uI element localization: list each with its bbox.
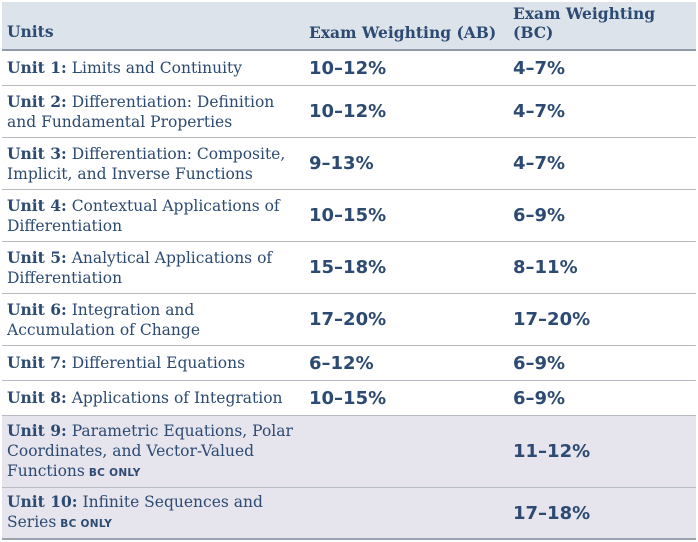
unit-cell: Unit 10: Infinite Sequences and Series BC… — [2, 492, 302, 534]
units-column-header: Units — [7, 22, 54, 41]
unit-cell: Unit 1: Limits and Continuity — [2, 58, 302, 78]
ab-weighting-cell: 10–15% — [309, 205, 387, 226]
unit-number: Unit 2: — [7, 91, 67, 111]
unit-title: Contextual Applications of Differentiati… — [7, 196, 280, 235]
bc-only-tag: BC ONLY — [60, 518, 113, 530]
table-row: Unit 5: Analytical Applications of Diffe… — [2, 242, 696, 294]
ab-weighting-cell: 10–15% — [309, 387, 387, 409]
unit-title: Analytical Applications of Differentiati… — [7, 248, 273, 287]
table-row: Unit 9: Parametric Equations, Polar Coor… — [2, 416, 696, 488]
unit-cell: Unit 4: Contextual Applications of Diffe… — [2, 196, 302, 236]
unit-cell: Unit 5: Analytical Applications of Diffe… — [2, 248, 302, 288]
unit-cell: Unit 8: Applications of Integration — [2, 388, 302, 408]
unit-title: Infinite Sequences and Series — [7, 493, 263, 531]
table-row: Unit 1: Limits and Continuity 10–12% 4–7… — [2, 51, 696, 86]
unit-title: Limits and Continuity — [71, 59, 243, 77]
ab-weighting-cell: 10–12% — [309, 101, 387, 122]
bc-weighting-cell: 4–7% — [513, 101, 566, 122]
unit-title: Differentiation: Composite, Implicit, an… — [7, 144, 286, 183]
table-row: Unit 4: Contextual Applications of Diffe… — [2, 190, 696, 242]
table-row: Unit 8: Applications of Integration 10–1… — [2, 381, 696, 416]
unit-number: Unit 9: — [7, 420, 67, 440]
ab-weighting-cell: 10–12% — [309, 57, 387, 79]
bc-weighting-cell: 8–11% — [513, 257, 578, 278]
unit-number: Unit 10: — [7, 492, 78, 511]
ab-weighting-column-header: Exam Weighting (AB) — [309, 23, 497, 42]
unit-number: Unit 1: — [7, 58, 67, 77]
table-row: Unit 2: Differentiation: Definition and … — [2, 86, 696, 138]
unit-cell: Unit 9: Parametric Equations, Polar Coor… — [2, 421, 302, 483]
unit-title: Differentiation: Definition and Fundamen… — [7, 92, 275, 131]
ab-weighting-cell: 6–12% — [309, 352, 374, 374]
unit-number: Unit 7: — [7, 353, 67, 372]
ab-weighting-cell: 9–13% — [309, 153, 374, 174]
ab-weighting-cell: 17–20% — [309, 309, 387, 330]
bc-only-tag: BC ONLY — [88, 466, 141, 479]
unit-number: Unit 4: — [7, 195, 67, 215]
unit-number: Unit 3: — [7, 143, 67, 163]
unit-number: Unit 8: — [7, 388, 67, 407]
bc-weighting-cell: 6–9% — [513, 205, 566, 226]
unit-title: Parametric Equations, Polar Coordinates,… — [7, 421, 293, 480]
unit-cell: Unit 2: Differentiation: Definition and … — [2, 92, 302, 132]
unit-cell: Unit 7: Differential Equations — [2, 353, 302, 373]
unit-number: Unit 5: — [7, 247, 67, 267]
table-row: Unit 6: Integration and Accumulation of … — [2, 294, 696, 346]
bc-weighting-cell: 4–7% — [513, 57, 566, 79]
table-row: Unit 7: Differential Equations 6–12% 6–9… — [2, 346, 696, 381]
bc-weighting-cell: 4–7% — [513, 153, 566, 174]
unit-cell: Unit 3: Differentiation: Composite, Impl… — [2, 144, 302, 184]
bc-weighting-column-header: Exam Weighting (BC) — [513, 4, 656, 42]
bc-weighting-cell: 6–9% — [513, 352, 566, 374]
unit-title: Integration and Accumulation of Change — [7, 300, 201, 339]
unit-cell: Unit 6: Integration and Accumulation of … — [2, 300, 302, 340]
ab-weighting-cell: 15–18% — [309, 257, 387, 278]
table-row: Unit 10: Infinite Sequences and Series BC… — [2, 488, 696, 540]
table-header-row: Units Exam Weighting (AB) Exam Weighting… — [2, 2, 696, 51]
bc-weighting-cell: 17–20% — [513, 309, 591, 330]
unit-title: Differential Equations — [71, 354, 246, 372]
bc-weighting-cell: 11–12% — [513, 441, 591, 462]
unit-number: Unit 6: — [7, 299, 67, 319]
bc-weighting-cell: 17–18% — [513, 502, 591, 524]
table-row: Unit 3: Differentiation: Composite, Impl… — [2, 138, 696, 190]
unit-title: Applications of Integration — [71, 389, 283, 407]
bc-weighting-cell: 6–9% — [513, 387, 566, 409]
